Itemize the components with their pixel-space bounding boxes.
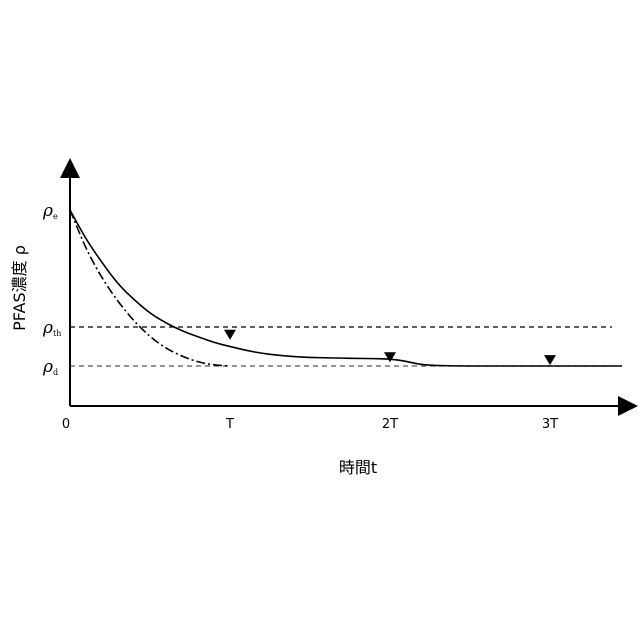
- x-axis-label: 時間t: [339, 458, 377, 477]
- x-tick-label: 3T: [542, 417, 558, 432]
- series-lines: [70, 210, 622, 366]
- y-tick-label-d: ρd: [42, 357, 58, 377]
- x-tick-label: 0: [62, 417, 70, 432]
- x-tick-label: 2T: [382, 417, 398, 432]
- marker-triangle-0: [224, 330, 236, 340]
- y-tick-label-e: ρe: [42, 201, 58, 221]
- y-tick-label-th: ρth: [42, 318, 61, 338]
- triangle-markers: [224, 330, 556, 365]
- series-line-0: [70, 210, 622, 366]
- x-tick-label: T: [225, 417, 234, 432]
- series-line-1: [70, 210, 230, 366]
- marker-triangle-1: [384, 352, 396, 362]
- y-axis-label: PFAS濃度 ρ: [10, 245, 29, 331]
- reference-lines: [70, 327, 612, 366]
- x-tick-labels: 0 T 2T 3T: [62, 417, 558, 432]
- marker-triangle-2: [544, 355, 556, 365]
- y-tick-labels: ρe ρth ρd: [42, 201, 61, 377]
